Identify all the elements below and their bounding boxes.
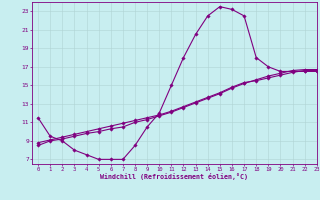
X-axis label: Windchill (Refroidissement éolien,°C): Windchill (Refroidissement éolien,°C) [100,173,248,180]
